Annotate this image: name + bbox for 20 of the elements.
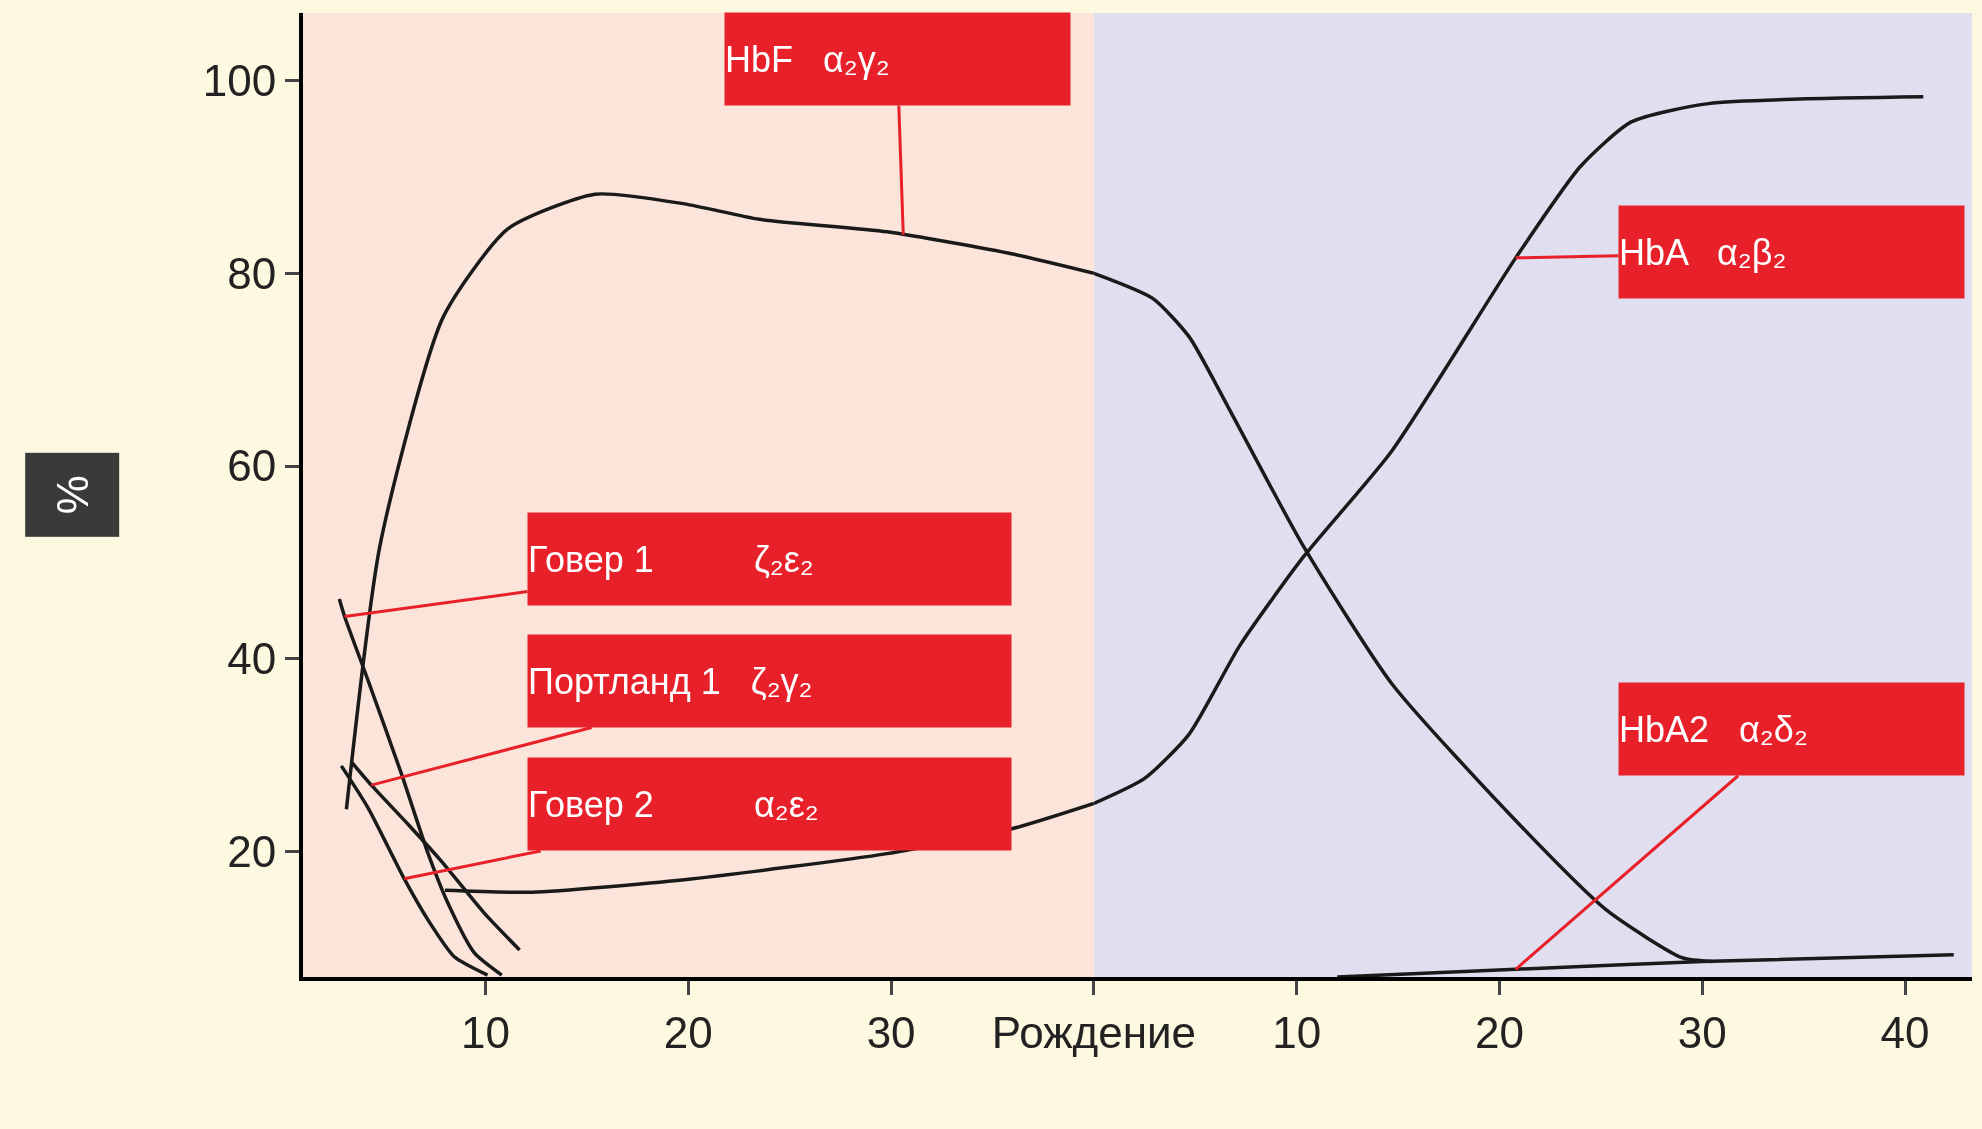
- annotation: HbF α₂γ₂: [725, 38, 890, 80]
- annotation: Говер 2 α₂ε₂: [528, 783, 819, 825]
- x-tick-label: Рождение: [991, 1007, 1197, 1057]
- x-tick-label: 20: [663, 1007, 713, 1057]
- y-axis-title: %: [47, 475, 97, 515]
- x-tick-label: 40: [1880, 1007, 1930, 1057]
- x-tick-label: 20: [1475, 1007, 1524, 1057]
- x-tick-label: 10: [1272, 1007, 1322, 1057]
- y-tick-label: 20: [227, 827, 277, 877]
- annotation: HbA α₂β₂: [1619, 231, 1787, 273]
- x-tick-label: 30: [1677, 1007, 1727, 1057]
- annotation: Портланд 1 ζ₂γ₂: [528, 660, 813, 702]
- y-tick-label: 80: [227, 248, 277, 298]
- annotation: HbA2 α₂δ₂: [1619, 708, 1808, 750]
- y-tick-label: 100: [202, 55, 277, 105]
- x-tick-label: 10: [461, 1007, 510, 1057]
- y-tick-label: 60: [227, 441, 277, 491]
- y-tick-label: 40: [227, 634, 277, 684]
- x-tick-label: 30: [866, 1007, 916, 1057]
- annotation: Говер 1 ζ₂ε₂: [528, 538, 814, 580]
